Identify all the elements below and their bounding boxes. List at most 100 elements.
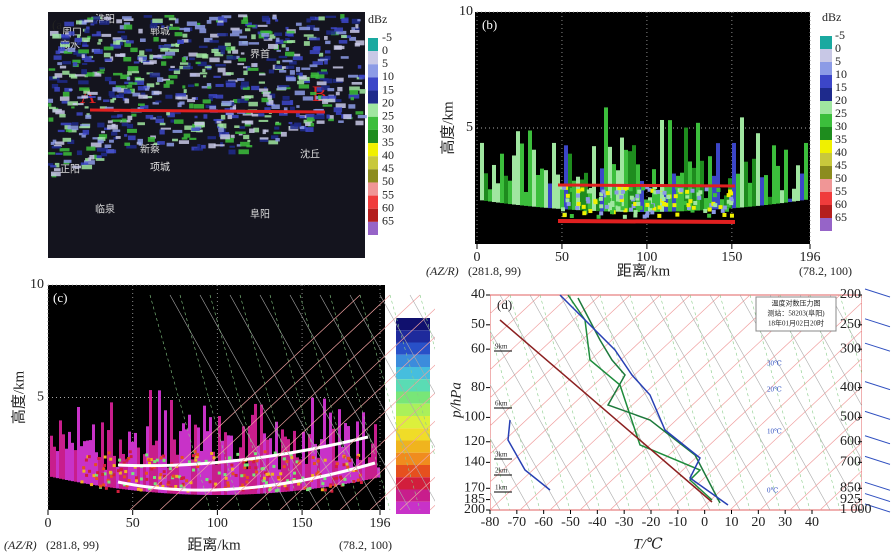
- echo: [136, 487, 140, 491]
- echo-column: [792, 188, 796, 202]
- echo: [285, 65, 295, 69]
- echo: [274, 32, 283, 36]
- echo: [312, 462, 316, 466]
- x-tick-label: -20: [642, 515, 661, 530]
- echo: [52, 139, 57, 144]
- echo: [339, 475, 343, 479]
- echo: [647, 187, 652, 192]
- echo: [599, 204, 604, 209]
- echo-column: [89, 440, 92, 485]
- echo: [128, 82, 138, 85]
- echo: [73, 50, 80, 55]
- y-tick-label: 80: [471, 380, 485, 395]
- echo: [149, 72, 161, 78]
- echo: [318, 52, 324, 57]
- colorbar-swatch: [368, 156, 378, 170]
- y2-tick-label: 200: [840, 287, 861, 302]
- echo: [104, 144, 112, 149]
- echo-column: [236, 459, 239, 495]
- y-tick-label: 60: [471, 341, 485, 356]
- echo: [85, 114, 92, 119]
- echo: [51, 146, 62, 149]
- echo-column: [320, 439, 323, 488]
- echo: [621, 189, 626, 194]
- echo-column: [77, 406, 80, 483]
- echo: [89, 155, 95, 160]
- echo: [187, 39, 192, 43]
- echo: [196, 464, 200, 468]
- echo: [62, 137, 72, 142]
- y2-tick-label: 1 000: [840, 502, 872, 517]
- echo: [576, 201, 581, 206]
- echo: [221, 100, 232, 106]
- echo: [277, 85, 287, 90]
- echo: [240, 52, 245, 55]
- echo: [228, 149, 236, 155]
- echo: [729, 213, 734, 218]
- echo: [273, 451, 277, 455]
- echo: [152, 101, 159, 105]
- echo-column: [568, 153, 572, 210]
- echo-column: [110, 402, 113, 488]
- echo: [276, 37, 280, 42]
- echo: [107, 451, 111, 455]
- echo: [318, 16, 325, 21]
- echo: [181, 39, 189, 43]
- echo: [165, 94, 173, 99]
- echo: [343, 455, 347, 459]
- echo: [232, 49, 239, 54]
- echo: [119, 40, 130, 43]
- echo: [198, 45, 208, 49]
- echo: [629, 207, 634, 212]
- echo: [245, 476, 249, 480]
- az-label: (AZ/R): [4, 538, 37, 552]
- echo: [275, 39, 284, 44]
- colorbar-swatch: [396, 477, 430, 490]
- echo: [237, 63, 245, 66]
- echo-column: [660, 119, 664, 212]
- echo: [168, 467, 172, 471]
- echo: [244, 98, 249, 101]
- echo: [310, 72, 319, 77]
- echo: [716, 187, 721, 192]
- echo: [107, 120, 113, 124]
- echo: [264, 129, 269, 133]
- echo: [208, 143, 216, 149]
- wind-barb: [864, 318, 891, 328]
- echo: [59, 113, 66, 118]
- echo: [264, 107, 271, 112]
- echo: [204, 66, 212, 69]
- echo: [330, 489, 334, 493]
- colorbar-swatch: [820, 166, 832, 179]
- wind-barb: [864, 381, 891, 391]
- colorbar-swatch: [396, 342, 430, 355]
- echo: [704, 187, 709, 192]
- echo: [341, 35, 347, 39]
- echo: [119, 41, 123, 46]
- echo: [305, 113, 315, 119]
- echo-column: [113, 455, 116, 489]
- echo: [324, 50, 331, 54]
- echo: [125, 40, 134, 44]
- echo: [58, 46, 66, 52]
- colorbar-swatch: [368, 90, 378, 104]
- echo-column: [263, 433, 266, 494]
- echo: [245, 463, 249, 467]
- echo: [195, 130, 203, 133]
- echo: [124, 98, 130, 104]
- echo: [162, 55, 173, 59]
- colorbar-label: -5: [382, 30, 392, 44]
- echo: [126, 76, 131, 81]
- echo: [227, 115, 233, 120]
- echo: [230, 134, 235, 139]
- echo: [247, 67, 259, 71]
- x-tick-label: 100: [636, 250, 657, 265]
- echo: [196, 53, 207, 58]
- echo: [293, 471, 297, 475]
- echo: [664, 202, 669, 207]
- echo-column: [804, 142, 808, 200]
- echo: [225, 83, 236, 88]
- echo: [157, 54, 166, 59]
- echo-column: [736, 173, 740, 208]
- echo: [276, 49, 281, 52]
